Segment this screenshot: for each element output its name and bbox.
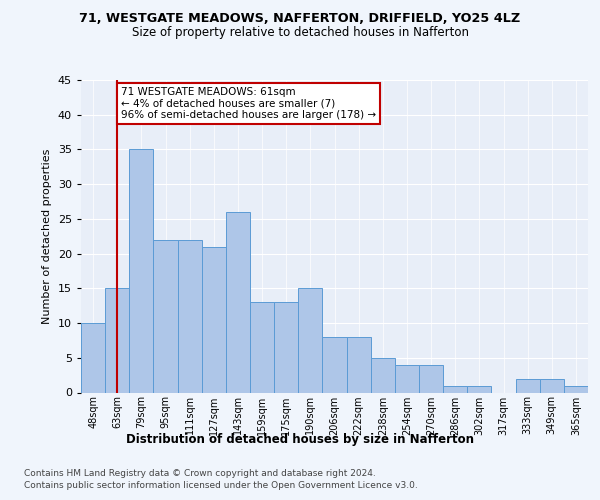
Text: Size of property relative to detached houses in Nafferton: Size of property relative to detached ho… xyxy=(131,26,469,39)
Y-axis label: Number of detached properties: Number of detached properties xyxy=(42,148,52,324)
Bar xyxy=(371,358,395,392)
Bar xyxy=(467,386,491,392)
Bar xyxy=(129,150,154,392)
Text: Distribution of detached houses by size in Nafferton: Distribution of detached houses by size … xyxy=(126,432,474,446)
Bar xyxy=(395,364,419,392)
Bar xyxy=(226,212,250,392)
Bar xyxy=(322,337,347,392)
Text: 71 WESTGATE MEADOWS: 61sqm
← 4% of detached houses are smaller (7)
96% of semi-d: 71 WESTGATE MEADOWS: 61sqm ← 4% of detac… xyxy=(121,87,376,120)
Bar xyxy=(540,378,564,392)
Bar xyxy=(154,240,178,392)
Text: 71, WESTGATE MEADOWS, NAFFERTON, DRIFFIELD, YO25 4LZ: 71, WESTGATE MEADOWS, NAFFERTON, DRIFFIE… xyxy=(79,12,521,26)
Bar xyxy=(105,288,129,393)
Bar xyxy=(202,246,226,392)
Bar xyxy=(178,240,202,392)
Bar xyxy=(564,386,588,392)
Text: Contains HM Land Registry data © Crown copyright and database right 2024.: Contains HM Land Registry data © Crown c… xyxy=(24,469,376,478)
Bar xyxy=(81,323,105,392)
Bar xyxy=(443,386,467,392)
Bar xyxy=(250,302,274,392)
Bar xyxy=(274,302,298,392)
Bar xyxy=(298,288,322,393)
Text: Contains public sector information licensed under the Open Government Licence v3: Contains public sector information licen… xyxy=(24,481,418,490)
Bar xyxy=(347,337,371,392)
Bar xyxy=(419,364,443,392)
Bar xyxy=(515,378,540,392)
